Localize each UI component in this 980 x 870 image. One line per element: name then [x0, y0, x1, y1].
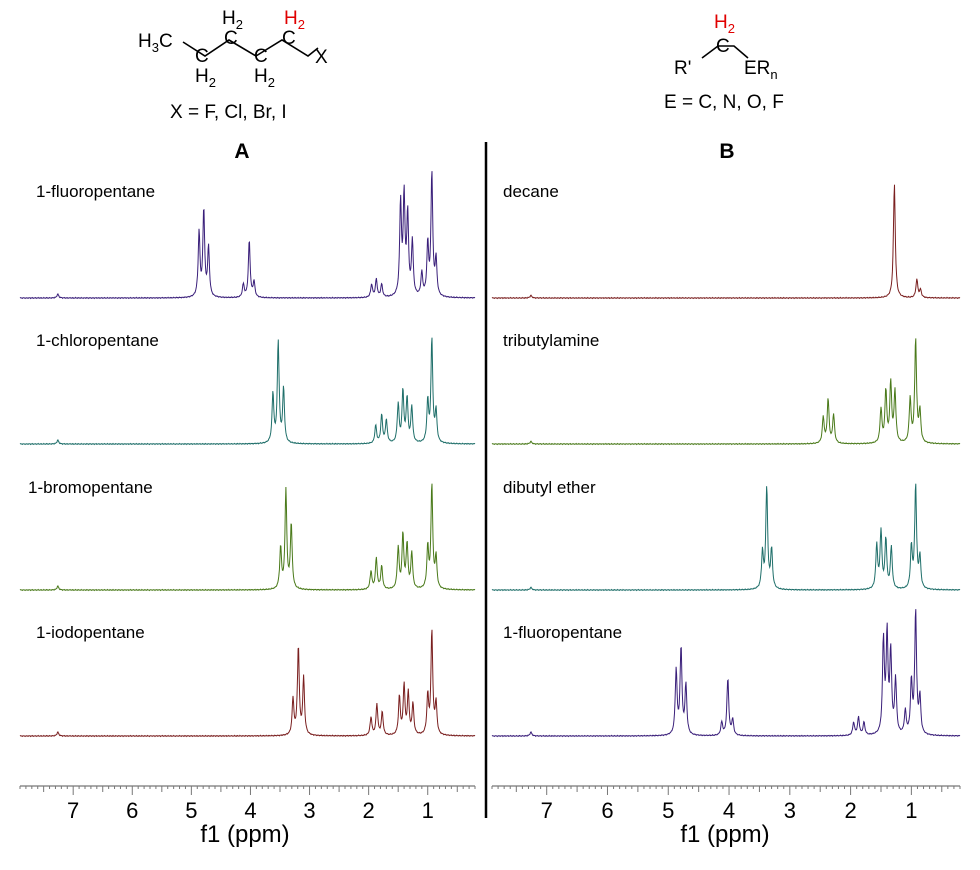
- x-tick-label: 3: [784, 798, 796, 823]
- spectrum-trace-1-chloropentane: [19, 337, 476, 446]
- spectrum-label: tributylamine: [503, 331, 599, 350]
- panel-b: decane tributylamine dibutyl ether 1-fluoro…: [491, 182, 961, 848]
- ch3-label: H3C: [138, 31, 173, 55]
- spectrum-label: 1-fluoropentane: [503, 623, 622, 642]
- spectrum-trace-decane: [491, 184, 961, 300]
- x-tick-label: 7: [541, 798, 553, 823]
- h2-below-1: H2: [195, 66, 216, 90]
- er-label: ERn: [744, 58, 778, 82]
- spectrum-label: 1-chloropentane: [36, 331, 159, 350]
- x-tick-label: 1: [905, 798, 917, 823]
- x-axis-label: f1 (ppm): [680, 821, 769, 848]
- x-tick-label: 3: [303, 798, 315, 823]
- x-tick-label: 1: [422, 798, 434, 823]
- substituent-x: X: [315, 47, 328, 68]
- x-tick-label: 6: [126, 798, 138, 823]
- h2-highlight: H2: [284, 8, 305, 32]
- panel-a: 1-fluoropentane 1-chloropentane 1-bromopen…: [19, 171, 476, 848]
- carbon-5: C: [282, 28, 296, 49]
- spectrum-label: decane: [503, 182, 559, 201]
- h2-above-1: H2: [222, 8, 243, 32]
- spectrum-trace-1-bromopentane: [19, 483, 476, 592]
- x-axis-label: f1 (ppm): [200, 821, 289, 848]
- panel-b-label: B: [719, 140, 734, 163]
- carbon-3: C: [224, 28, 238, 49]
- spectrum-trace-1-fluoropentane: [491, 609, 961, 738]
- spectrum-trace-tributylamine: [491, 338, 961, 446]
- x-tick-label: 5: [185, 798, 197, 823]
- structure-left-caption: X = F, Cl, Br, I: [170, 102, 287, 123]
- x-tick-label: 5: [662, 798, 674, 823]
- x-tick-label: 6: [601, 798, 613, 823]
- x-tick-label: 7: [67, 798, 79, 823]
- spectrum-trace-1-iodopentane: [19, 629, 476, 738]
- spectrum-label: 1-bromopentane: [28, 478, 153, 497]
- spectrum-label: 1-iodopentane: [36, 623, 145, 642]
- structure-right-caption: E = C, N, O, F: [664, 92, 784, 113]
- x-tick-label: 2: [363, 798, 375, 823]
- spectrum-trace-1-fluoropentane: [19, 171, 476, 300]
- spectrum-trace-dibutyl-ether: [491, 483, 961, 592]
- panel-a-label: A: [234, 140, 249, 163]
- x-tick-label: 4: [244, 798, 256, 823]
- x-tick-label: 4: [723, 798, 735, 823]
- carbon-4: C: [254, 46, 268, 67]
- h2-below-2: H2: [254, 66, 275, 90]
- carbon-center: C: [716, 36, 730, 57]
- carbon-2: C: [195, 46, 209, 67]
- h2-highlight-right: H2: [714, 12, 735, 36]
- spectrum-label: dibutyl ether: [503, 478, 596, 497]
- structure-right: H2 C R' ERn E = C, N, O, F: [664, 12, 784, 113]
- structure-left: H3C C H2 C H2 C H2 C H2 X X = F, Cl, Br,…: [138, 8, 328, 123]
- x-tick-label: 2: [844, 798, 856, 823]
- spectrum-label: 1-fluoropentane: [36, 182, 155, 201]
- r-prime-label: R': [674, 58, 691, 79]
